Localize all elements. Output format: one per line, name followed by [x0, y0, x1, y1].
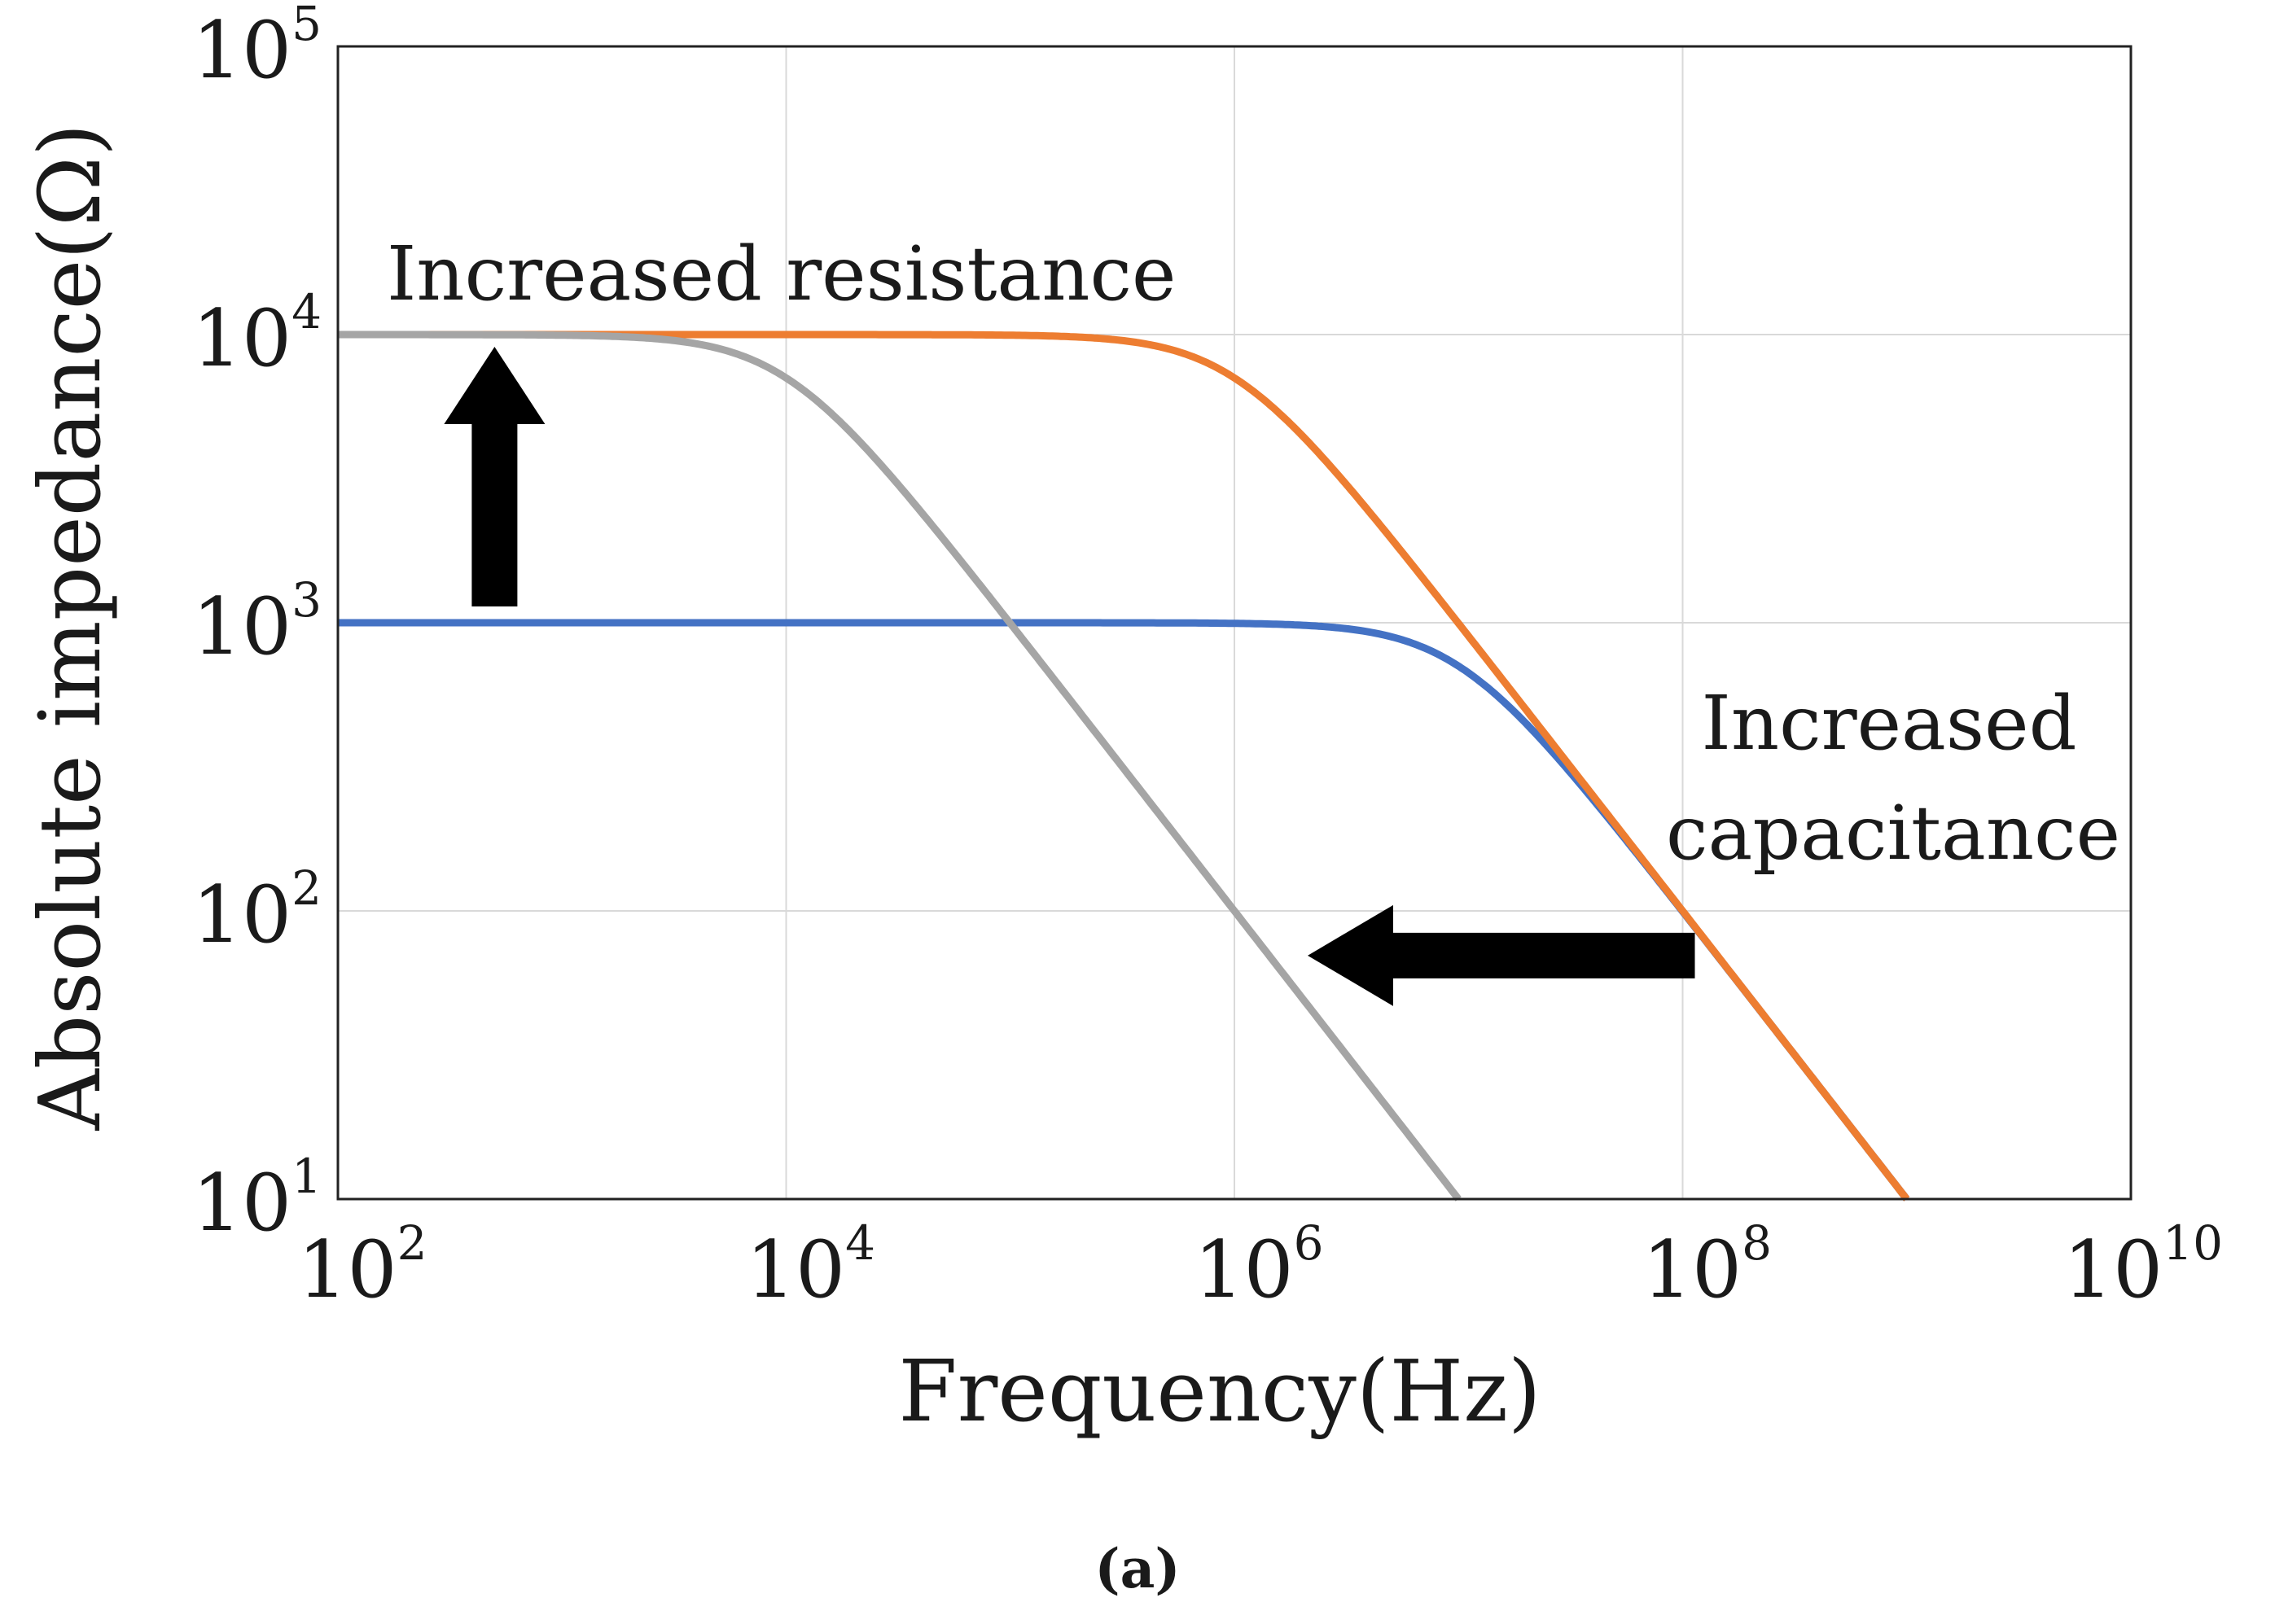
annotation-arrows: [444, 347, 1695, 1006]
x-tick-label: 102: [297, 1215, 427, 1315]
series-line-increased-capacitance: [337, 330, 1462, 1202]
annotation-increased-capacitance-line1: Increased: [1702, 680, 2077, 767]
x-axis-title: Frequency(Hz): [898, 1342, 1541, 1441]
y-tick-label: 105: [192, 0, 322, 96]
series-lines: [337, 330, 1910, 1202]
y-tick-label: 103: [192, 572, 322, 672]
y-axis-ticks: 101 102 103 104 105: [192, 0, 322, 1249]
annotation-increased-capacitance-line2: capacitance: [1666, 790, 2120, 877]
x-tick-label: 1010: [2063, 1215, 2223, 1315]
arrow-left: [1308, 904, 1695, 1006]
x-axis-ticks: 102 104 106 108 1010: [297, 1215, 2223, 1315]
annotation-increased-resistance: Increased resistance: [387, 230, 1177, 317]
arrow-up: [444, 347, 546, 606]
y-tick-label: 104: [192, 284, 322, 384]
y-tick-label: 102: [192, 860, 322, 961]
y-axis-title: Absolute impedance(Ω): [20, 123, 120, 1131]
x-tick-label: 106: [1194, 1215, 1323, 1315]
x-tick-label: 104: [746, 1215, 875, 1315]
plot-area-border: [336, 45, 2133, 1201]
y-tick-label: 101: [192, 1149, 322, 1249]
figure-caption: (a): [1094, 1537, 1180, 1600]
x-tick-label: 108: [1642, 1215, 1772, 1315]
